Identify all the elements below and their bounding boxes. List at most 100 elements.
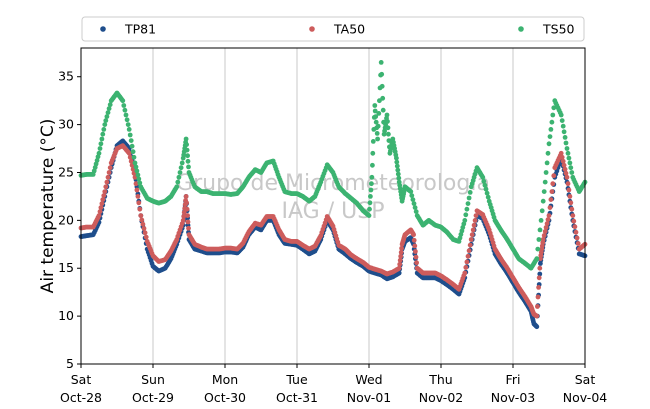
point-TA50-513 [561,162,567,168]
point-TS50-313 [375,123,381,129]
point-TS50-430 [466,195,472,201]
point-TS50-315 [377,98,382,104]
point-TS50-530 [566,155,572,161]
point-TS50-320 [379,83,385,89]
point-TA50-58 [136,200,142,206]
point-TS50-512 [548,126,554,132]
point-TS50-308 [373,114,379,119]
y-axis: 5 10 15 20 25 30 35 [58,69,81,371]
point-TS50-306 [372,103,378,108]
point-TA50-411 [471,222,477,228]
point-TS50-511 [547,134,553,140]
point-TA50-502 [550,181,556,187]
point-TA50-503 [551,173,557,179]
point-TS50-374 [410,197,416,203]
point-TA50-512 [560,158,566,164]
point-TS50-333 [386,131,391,137]
point-TS50-42 [120,98,126,104]
point-TS50-44 [122,107,128,113]
series-TA50 [78,143,588,319]
point-TS50-296 [367,200,373,206]
point-TS50-45 [123,112,129,118]
x-tick-weekday-6: Fri [506,372,521,387]
point-TA50-350 [412,243,418,249]
point-TS50-56 [134,168,140,174]
point-TS50-373 [409,193,415,199]
legend-marker-TS50 [518,26,524,32]
point-TS50-55 [133,164,139,170]
point-TS50-109 [184,142,190,148]
point-TS50-529 [565,150,571,156]
point-TA50-520 [568,200,574,206]
point-TA50-21 [99,201,105,207]
point-TA50-324 [396,265,402,271]
point-TA50-26 [104,179,110,185]
point-TA50-494 [542,229,548,234]
point-TS50-533 [569,170,575,175]
legend-label-TP81: TP81 [124,22,156,37]
point-TS50-527 [563,140,569,146]
point-TS50-507 [543,170,549,175]
point-TA50-23 [101,193,107,199]
point-TS50-372 [408,189,414,195]
y-tick-label-6: 35 [58,69,74,84]
plot-frame [80,47,586,365]
x-tick-date-3: Oct-31 [276,390,318,405]
point-TS50-351 [395,167,401,173]
point-TA50-493 [541,233,547,238]
point-TA50-103 [181,214,187,219]
point-TS50-318 [378,60,384,65]
point-TS50-445 [481,178,487,184]
point-TS50-330 [384,112,390,118]
point-TS50-298 [368,187,374,193]
point-TA50-29 [107,165,113,171]
point-TA50-406 [466,248,472,254]
x-gridlines [152,48,514,364]
point-TS50-501 [537,227,543,233]
x-tick-date-5: Nov-02 [419,390,463,405]
point-TA50-407 [467,242,473,248]
point-TA50-59 [137,206,143,212]
x-tick-date-6: Nov-03 [491,390,535,405]
y-tick-label-2: 15 [58,260,74,275]
point-TA50-65 [143,234,149,240]
x-tick-date-0: Oct-28 [60,390,102,405]
point-TS50-53 [131,154,137,160]
point-TA50-104 [181,210,187,215]
point-TS50-47 [125,122,131,127]
point-TA50-481 [535,304,540,309]
point-TS50-295 [367,206,372,212]
point-TS50-312 [375,136,380,142]
point-TP81-480 [534,324,540,330]
point-TA50-526 [574,235,580,241]
point-TS50-353 [396,175,402,181]
point-TS50-502 [538,218,544,223]
point-TS50-27 [105,110,111,115]
point-TS50-375 [411,201,417,207]
point-TS50-303 [370,139,376,144]
point-TA50-524 [572,224,578,230]
point-TS50-352 [395,171,401,177]
point-TA50-496 [544,221,550,227]
point-TS50-300 [369,174,375,180]
point-TS50-332 [385,125,391,131]
point-TS50-513 [549,119,555,125]
x-tick-date-1: Oct-29 [132,390,174,405]
point-TS50-500 [536,237,542,242]
point-TA50-27 [105,174,111,180]
point-TS50-16 [94,158,100,163]
point-TA50-22 [100,197,106,203]
point-TA50-60 [138,213,144,219]
point-TA50-62 [140,221,146,227]
point-TA50-519 [567,194,573,199]
point-TS50-110 [184,147,190,153]
x-tick-weekday-0: Sat [71,372,92,387]
point-TS50-523 [559,118,565,123]
y-tick-label-3: 20 [58,212,74,227]
point-TS50-498 [534,256,540,262]
point-TS50-331 [385,119,390,124]
x-tick-weekday-1: Sun [141,372,165,387]
point-TA50-511 [559,154,565,160]
y-axis-label: Air temperature (°C) [38,119,58,294]
